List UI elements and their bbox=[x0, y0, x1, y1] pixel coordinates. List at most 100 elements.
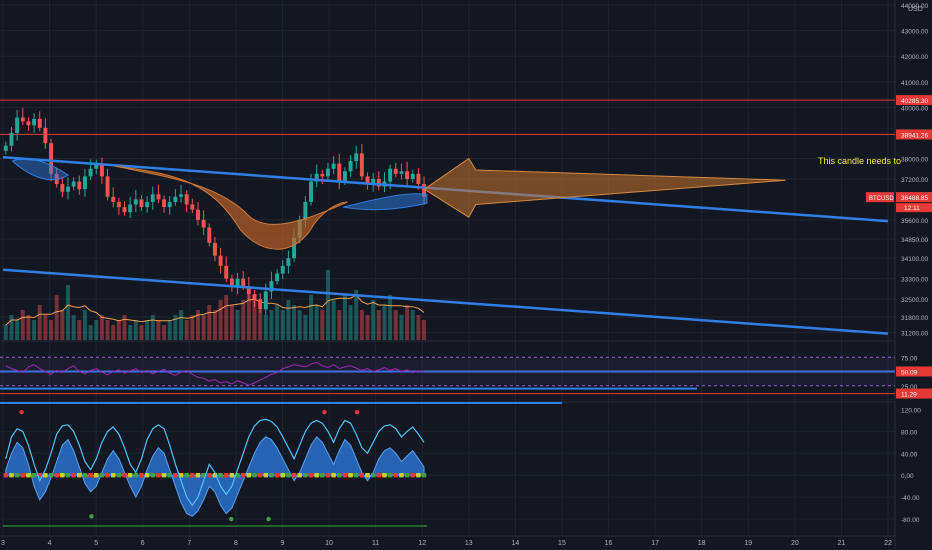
osc-money-flow bbox=[337, 473, 342, 478]
volume-bar bbox=[156, 320, 161, 340]
candle-body bbox=[314, 173, 319, 182]
price-tick-label: 33300.00 bbox=[901, 277, 928, 284]
osc-money-flow bbox=[376, 473, 382, 478]
osc-buy-dot bbox=[266, 516, 271, 522]
time-tick-label: 21 bbox=[838, 540, 846, 547]
candle-body bbox=[246, 286, 251, 294]
volume-bar bbox=[229, 305, 234, 340]
price-tick-label: 41000.00 bbox=[901, 80, 928, 87]
osc-money-flow bbox=[370, 473, 376, 478]
candle-body bbox=[258, 299, 263, 310]
osc-sell-dot bbox=[322, 410, 327, 415]
volume-bar bbox=[303, 315, 308, 340]
candle-body bbox=[173, 196, 178, 202]
time-tick-label: 4 bbox=[48, 540, 52, 547]
osc-money-flow bbox=[308, 473, 314, 478]
candle-body bbox=[252, 293, 257, 300]
osc-money-flow bbox=[150, 473, 156, 478]
candle-body bbox=[416, 173, 421, 185]
candle-body bbox=[99, 163, 104, 177]
volume-bar bbox=[258, 310, 263, 340]
candle-body bbox=[15, 117, 20, 133]
osc-money-flow bbox=[286, 473, 291, 478]
osc-money-flow bbox=[116, 473, 122, 478]
osc-money-flow bbox=[43, 473, 48, 478]
price-axis[interactable]: 44000.00 43000.00 42000.00 41000.00 40000.00… bbox=[866, 3, 932, 524]
annotation-text: This candle needs to bbox=[818, 156, 901, 166]
candle-body bbox=[122, 207, 127, 213]
osc-money-flow bbox=[26, 473, 31, 478]
osc-money-flow bbox=[410, 473, 416, 478]
volume-bar bbox=[190, 315, 195, 340]
candle-body bbox=[179, 194, 184, 197]
candle-body bbox=[388, 168, 393, 182]
osc-money-flow bbox=[20, 473, 26, 478]
candle-body bbox=[32, 118, 37, 126]
volume-bar bbox=[37, 305, 42, 340]
volume-bar bbox=[320, 310, 325, 340]
osc-money-flow bbox=[54, 473, 59, 478]
osc-money-flow bbox=[167, 473, 172, 478]
candle-body bbox=[201, 219, 206, 228]
osc-money-flow bbox=[173, 473, 178, 478]
osc-tick-label: -40.00 bbox=[901, 495, 920, 502]
time-axis[interactable]: 3 4 5 6 7 8 9 10 11 12 13 14 15 16 17 18 19 20 21 22 bbox=[1, 540, 892, 547]
osc-money-flow bbox=[235, 473, 240, 478]
price-tick-label: 40000.00 bbox=[901, 105, 928, 112]
osc-money-flow bbox=[71, 473, 76, 478]
price-tag-label: 38941.26 bbox=[901, 132, 928, 139]
volume-bar bbox=[139, 325, 144, 340]
rsi-tick-label: 75.00 bbox=[901, 355, 918, 362]
price-tick-label: 43000.00 bbox=[901, 29, 928, 36]
time-tick-label: 3 bbox=[1, 540, 5, 547]
rsi-value-label: 50.09 bbox=[901, 369, 918, 376]
price-tick-label: 42000.00 bbox=[901, 54, 928, 61]
volume-bar bbox=[348, 305, 353, 340]
candle-body bbox=[410, 173, 415, 179]
candle-body bbox=[229, 278, 234, 287]
volume-bar bbox=[94, 320, 99, 340]
rsi-value-tag bbox=[896, 388, 932, 399]
volume-bar bbox=[9, 315, 14, 340]
candle-body bbox=[422, 184, 427, 198]
candle-body bbox=[66, 186, 70, 192]
candle-body bbox=[43, 127, 48, 144]
candle-body bbox=[235, 278, 240, 287]
rsi-panel[interactable] bbox=[0, 356, 895, 404]
candle-body bbox=[399, 171, 404, 174]
candle-body bbox=[224, 265, 229, 279]
symbol-label: BTCUSD bbox=[869, 196, 894, 202]
volume-bar bbox=[54, 295, 59, 340]
volume-bar bbox=[325, 270, 330, 340]
candle-body bbox=[145, 201, 150, 208]
osc-money-flow bbox=[320, 473, 325, 478]
countdown-label: 12:11 bbox=[904, 205, 920, 212]
volume-bar bbox=[359, 310, 364, 340]
price-tag bbox=[896, 95, 932, 106]
volume-bar bbox=[82, 310, 87, 340]
osc-money-flow bbox=[105, 473, 110, 478]
volume-bar bbox=[399, 315, 404, 340]
rsi-tick-label: 25.00 bbox=[901, 384, 918, 391]
candle-body bbox=[376, 178, 381, 187]
candle-body bbox=[196, 209, 200, 220]
osc-money-flow bbox=[325, 473, 331, 478]
oscillator-panel[interactable] bbox=[0, 410, 895, 527]
osc-money-flow bbox=[399, 473, 404, 478]
candle-body bbox=[116, 201, 121, 208]
osc-money-flow bbox=[37, 473, 42, 478]
time-tick-label: 10 bbox=[325, 540, 333, 547]
time-tick-label: 7 bbox=[187, 540, 191, 547]
candle-body bbox=[3, 145, 8, 151]
osc-money-flow bbox=[359, 473, 365, 478]
volume-bars bbox=[3, 270, 427, 340]
osc-money-flow bbox=[229, 473, 235, 478]
volume-bar bbox=[196, 310, 200, 340]
volume-bar bbox=[88, 325, 93, 340]
volume-bar bbox=[218, 300, 223, 340]
osc-money-flow bbox=[9, 473, 14, 478]
time-tick-label: 16 bbox=[605, 540, 613, 547]
volume-bar bbox=[382, 305, 387, 340]
osc-money-flow bbox=[348, 473, 353, 478]
